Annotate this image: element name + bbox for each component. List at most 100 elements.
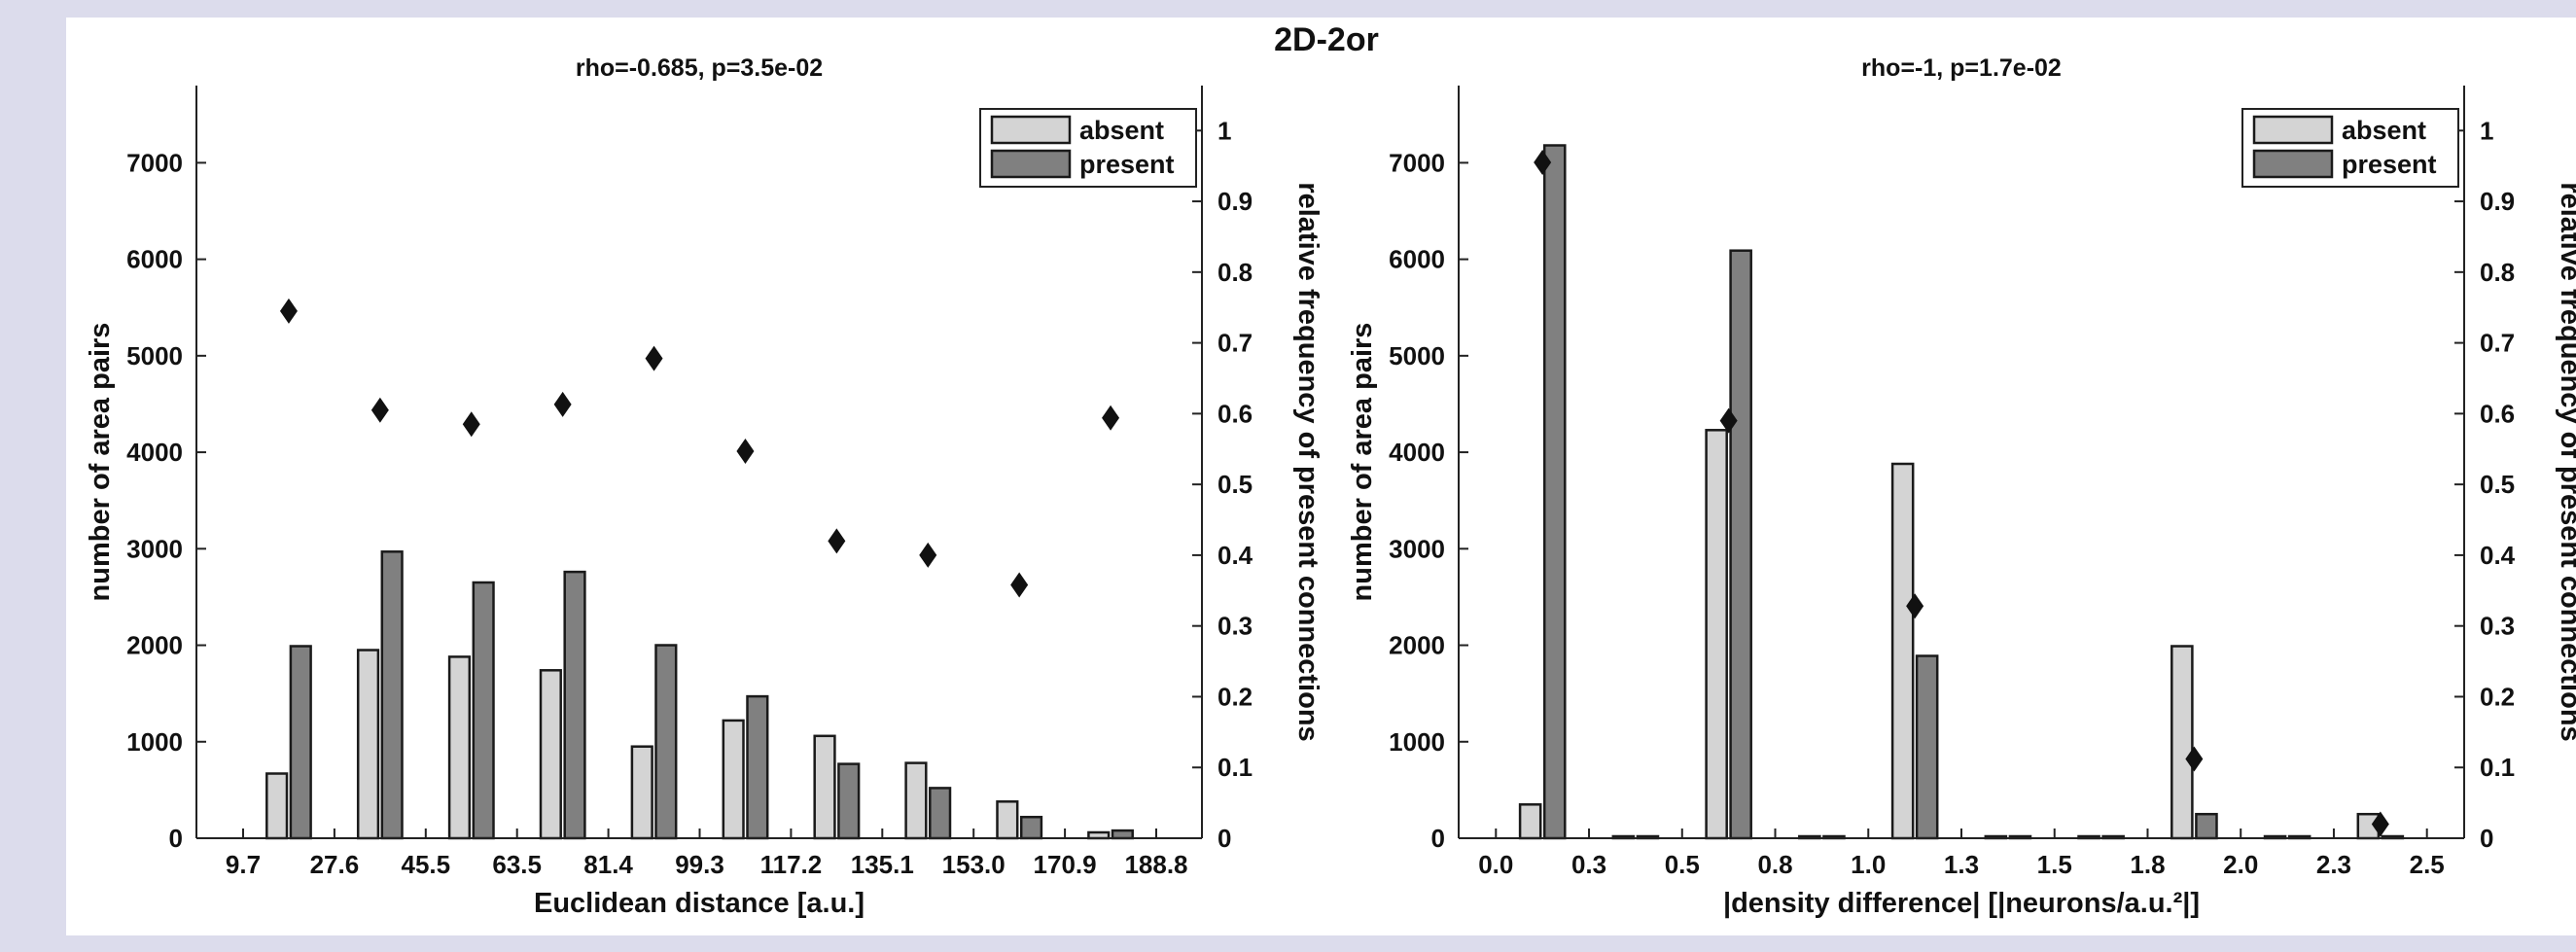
chart-1-x-tick-label: 45.5	[401, 850, 450, 879]
chart-2-y2-tick-label: 0.7	[2480, 329, 2515, 358]
chart-1-bar-present	[746, 694, 769, 840]
chart-2-y-tick-label: 6000	[1389, 245, 1445, 274]
chart-1-bar-absent	[904, 761, 928, 840]
chart-2-marker-diamond	[1534, 150, 1552, 176]
chart-1-x-tick-label: 153.0	[942, 850, 1006, 879]
chart-1-bar-present	[380, 550, 404, 840]
chart-1-y2-tick-label: 1	[1217, 116, 1231, 145]
chart-1-x-tick-label: 117.2	[760, 850, 823, 879]
chart-2-y2-tick-label: 0.4	[2480, 541, 2516, 570]
chart-1-legend-label-present: present	[1079, 150, 1175, 179]
chart-1-bar-absent	[630, 745, 653, 840]
chart-1-marker-diamond	[553, 391, 572, 417]
chart-1-marker-diamond	[1010, 572, 1029, 598]
chart-1-xlabel: Euclidean distance [a.u.]	[534, 888, 865, 919]
chart-2-y2-tick-label: 0.6	[2480, 399, 2515, 428]
chart-2-title: rho=-1, p=1.7e-02	[1861, 54, 2062, 82]
chart-1-legend-swatch-present	[990, 149, 1072, 179]
chart-2-legend-label-absent: absent	[2342, 116, 2426, 145]
chart-1-y2-tick-label: 0.9	[1217, 187, 1253, 216]
chart-2-y-tick-label: 0	[1431, 824, 1445, 853]
chart-2-x-tick-label: 0.5	[1665, 850, 1700, 879]
chart-1-y2-tick-label: 0	[1217, 824, 1231, 853]
chart-1-marker-diamond	[919, 542, 937, 568]
chart-2-x-tick-label: 1.3	[1944, 850, 1979, 879]
chart-1-x-tick-label: 27.6	[310, 850, 360, 879]
chart-2-bar-present	[1915, 654, 1939, 840]
chart-2-y-tick-label: 5000	[1389, 341, 1445, 370]
chart-1-marker-diamond	[645, 345, 663, 371]
figure-title: 2D-2or	[1274, 21, 1379, 58]
chart-2-x-tick-label: 0.3	[1571, 850, 1606, 879]
chart-1-x-tick-label: 188.8	[1124, 850, 1187, 879]
chart-2-x-tick-label: 0.0	[1478, 850, 1513, 879]
chart-1-bar-present	[1111, 829, 1134, 840]
chart-2-x-tick-label: 0.8	[1757, 850, 1792, 879]
chart-1-y2-tick-label: 0.1	[1217, 753, 1253, 782]
chart-2-bar-absent	[2170, 645, 2194, 840]
chart-1-y-tick-label: 4000	[126, 438, 183, 467]
chart-2-bar-present	[1729, 249, 1752, 840]
chart-2-bar-present	[2195, 812, 2218, 840]
chart-1-y2-tick-label: 0.6	[1217, 399, 1253, 428]
chart-2-y-tick-label: 1000	[1389, 727, 1445, 757]
chart-1-bar-absent	[996, 800, 1019, 840]
chart-2-xlabel: |density difference| [|neurons/a.u.²|]	[1723, 888, 2200, 919]
chart-1-y-tick-label: 0	[169, 824, 183, 853]
chart-1-bar-present	[654, 644, 678, 840]
chart-2-marker-diamond	[2371, 811, 2389, 837]
chart-2-y-tick-label: 7000	[1389, 148, 1445, 177]
chart-1-marker-diamond	[462, 411, 480, 438]
chart-1-y2-tick-label: 0.8	[1217, 258, 1253, 287]
chart-1-y-tick-label: 7000	[126, 148, 183, 177]
chart-2-bar-present	[1542, 144, 1567, 840]
chart-2-legend-swatch-present	[2252, 149, 2334, 179]
chart-2-y2-tick-label: 1	[2480, 116, 2493, 145]
chart-1-y-tick-label: 6000	[126, 245, 183, 274]
chart-2-y2-tick-label: 0.2	[2480, 682, 2515, 711]
chart-1-bar-absent	[447, 655, 472, 840]
chart-2-y2-tick-label: 0.1	[2480, 753, 2515, 782]
chart-1-bar-absent	[722, 719, 745, 840]
chart-1-x-tick-label: 9.7	[226, 850, 261, 879]
chart-1-ylabel: number of area pairs	[85, 323, 116, 602]
chart-2-bar-absent	[1705, 429, 1728, 840]
chart-2-marker-diamond	[2185, 746, 2204, 772]
chart-2-bar-absent	[1518, 803, 1542, 840]
chart-1-bar-present	[563, 570, 586, 840]
chart-2-y2-tick-label: 0.5	[2480, 470, 2515, 499]
chart-1-y-tick-label: 1000	[126, 727, 183, 757]
chart-2-y2-tick-label: 0.3	[2480, 612, 2515, 641]
chart-1-y2-tick-label: 0.7	[1217, 329, 1253, 358]
chart-1-bar-absent	[265, 772, 289, 840]
chart-1-x-tick-label: 170.9	[1034, 850, 1097, 879]
chart-1-marker-diamond	[1102, 405, 1120, 431]
chart-1-bar-absent	[356, 649, 380, 840]
chart-2-x-tick-label: 2.3	[2316, 850, 2351, 879]
chart-1-legend-label-absent: absent	[1079, 116, 1164, 145]
chart-1-bar-present	[929, 787, 952, 840]
chart-1-y2label: relative frequency of present connection…	[1292, 182, 1323, 741]
chart-1-bar-present	[472, 581, 495, 840]
chart-2-x-tick-label: 2.5	[2410, 850, 2445, 879]
chart-1-marker-diamond	[828, 528, 846, 554]
chart-2-y2label: relative frequency of present connection…	[2555, 182, 2576, 741]
chart-1-marker-diamond	[736, 438, 755, 464]
chart-2-y2-tick-label: 0	[2480, 824, 2493, 853]
chart-1-y2-tick-label: 0.2	[1217, 682, 1253, 711]
chart-1-x-tick-label: 135.1	[851, 850, 914, 879]
chart-2-x-tick-label: 1.8	[2130, 850, 2165, 879]
chart-1-x-tick-label: 81.4	[583, 850, 633, 879]
chart-2-marker-diamond	[1906, 593, 1924, 619]
chart-1-bar-present	[1019, 815, 1043, 840]
chart-1-y2-tick-label: 0.5	[1217, 470, 1253, 499]
chart-2-legend-swatch-absent	[2252, 115, 2334, 145]
chart-1-y2-tick-label: 0.3	[1217, 612, 1253, 641]
chart-2-x-tick-label: 2.0	[2223, 850, 2258, 879]
chart-1-title: rho=-0.685, p=3.5e-02	[576, 54, 823, 82]
chart-2-y-tick-label: 2000	[1389, 631, 1445, 660]
chart-2-y-tick-label: 4000	[1389, 438, 1445, 467]
chart-2-y-tick-label: 3000	[1389, 534, 1445, 563]
chart-1-bar-absent	[813, 734, 836, 840]
